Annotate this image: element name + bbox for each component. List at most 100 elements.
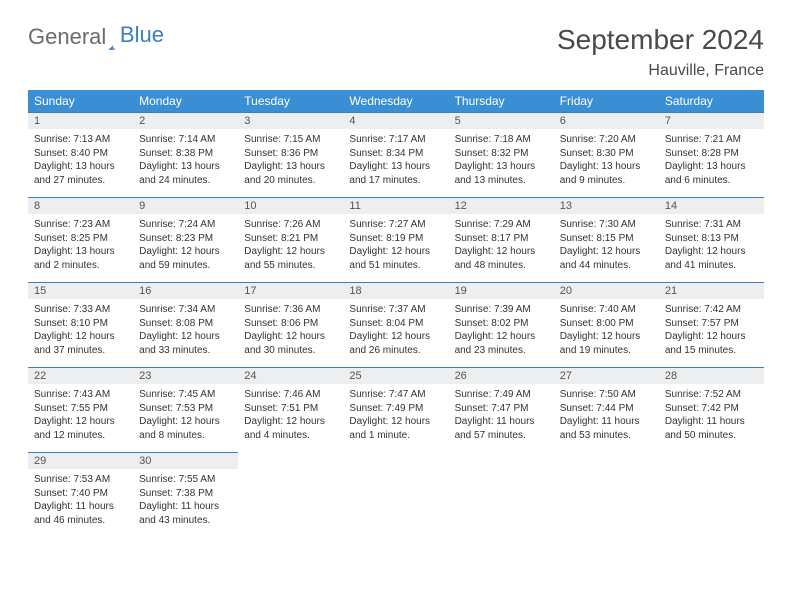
day-number-row: 15161718192021	[28, 283, 764, 300]
sunrise-text: Sunrise: 7:29 AM	[455, 218, 548, 232]
daylight-text: Daylight: 12 hours and 48 minutes.	[455, 245, 548, 272]
daylight-text: Daylight: 12 hours and 59 minutes.	[139, 245, 232, 272]
sunset-text: Sunset: 7:44 PM	[560, 402, 653, 416]
day-detail-row: Sunrise: 7:23 AMSunset: 8:25 PMDaylight:…	[28, 214, 764, 283]
day-number: 19	[449, 283, 554, 300]
brand-part2: Blue	[120, 22, 176, 48]
sunset-text: Sunset: 7:53 PM	[139, 402, 232, 416]
day-number: 14	[659, 198, 764, 215]
day-number: 7	[659, 113, 764, 130]
daylight-text: Daylight: 12 hours and 44 minutes.	[560, 245, 653, 272]
daylight-text: Daylight: 12 hours and 37 minutes.	[34, 330, 127, 357]
empty-cell	[449, 469, 554, 537]
day-number: 9	[133, 198, 238, 215]
sunrise-text: Sunrise: 7:13 AM	[34, 133, 127, 147]
day-detail: Sunrise: 7:45 AMSunset: 7:53 PMDaylight:…	[133, 384, 238, 453]
sunrise-text: Sunrise: 7:26 AM	[244, 218, 337, 232]
daylight-text: Daylight: 13 hours and 6 minutes.	[665, 160, 758, 187]
sunset-text: Sunset: 8:15 PM	[560, 232, 653, 246]
sunrise-text: Sunrise: 7:30 AM	[560, 218, 653, 232]
sunrise-text: Sunrise: 7:27 AM	[349, 218, 442, 232]
daylight-text: Daylight: 12 hours and 15 minutes.	[665, 330, 758, 357]
sunset-text: Sunset: 8:36 PM	[244, 147, 337, 161]
sunset-text: Sunset: 8:08 PM	[139, 317, 232, 331]
sunrise-text: Sunrise: 7:52 AM	[665, 388, 758, 402]
daylight-text: Daylight: 12 hours and 12 minutes.	[34, 415, 127, 442]
daylight-text: Daylight: 11 hours and 43 minutes.	[139, 500, 232, 527]
day-detail: Sunrise: 7:31 AMSunset: 8:13 PMDaylight:…	[659, 214, 764, 283]
sunrise-text: Sunrise: 7:46 AM	[244, 388, 337, 402]
daylight-text: Daylight: 12 hours and 1 minute.	[349, 415, 442, 442]
daylight-text: Daylight: 13 hours and 27 minutes.	[34, 160, 127, 187]
sunset-text: Sunset: 8:40 PM	[34, 147, 127, 161]
day-number: 5	[449, 113, 554, 130]
sunrise-text: Sunrise: 7:31 AM	[665, 218, 758, 232]
day-number-row: 891011121314	[28, 198, 764, 215]
sunrise-text: Sunrise: 7:55 AM	[139, 473, 232, 487]
sunrise-text: Sunrise: 7:43 AM	[34, 388, 127, 402]
header: General Blue September 2024 Hauville, Fr…	[28, 24, 764, 80]
sunset-text: Sunset: 8:19 PM	[349, 232, 442, 246]
calendar-table: Sunday Monday Tuesday Wednesday Thursday…	[28, 90, 764, 537]
daylight-text: Daylight: 13 hours and 17 minutes.	[349, 160, 442, 187]
sunset-text: Sunset: 8:02 PM	[455, 317, 548, 331]
empty-cell	[238, 469, 343, 537]
sunset-text: Sunset: 8:10 PM	[34, 317, 127, 331]
sunrise-text: Sunrise: 7:33 AM	[34, 303, 127, 317]
day-detail: Sunrise: 7:23 AMSunset: 8:25 PMDaylight:…	[28, 214, 133, 283]
brand-part1: General	[28, 24, 106, 50]
sunrise-text: Sunrise: 7:53 AM	[34, 473, 127, 487]
day-detail: Sunrise: 7:36 AMSunset: 8:06 PMDaylight:…	[238, 299, 343, 368]
empty-cell	[343, 469, 448, 537]
location: Hauville, France	[557, 62, 764, 80]
day-detail: Sunrise: 7:39 AMSunset: 8:02 PMDaylight:…	[449, 299, 554, 368]
sunset-text: Sunset: 8:38 PM	[139, 147, 232, 161]
day-detail: Sunrise: 7:18 AMSunset: 8:32 PMDaylight:…	[449, 129, 554, 198]
day-detail: Sunrise: 7:27 AMSunset: 8:19 PMDaylight:…	[343, 214, 448, 283]
sunrise-text: Sunrise: 7:23 AM	[34, 218, 127, 232]
daylight-text: Daylight: 13 hours and 24 minutes.	[139, 160, 232, 187]
day-number: 30	[133, 453, 238, 470]
weekday-header: Thursday	[449, 90, 554, 113]
sunset-text: Sunset: 8:23 PM	[139, 232, 232, 246]
sunset-text: Sunset: 7:42 PM	[665, 402, 758, 416]
month-title: September 2024	[557, 24, 764, 56]
sunset-text: Sunset: 8:21 PM	[244, 232, 337, 246]
sunrise-text: Sunrise: 7:21 AM	[665, 133, 758, 147]
sunset-text: Sunset: 8:30 PM	[560, 147, 653, 161]
sunset-text: Sunset: 8:34 PM	[349, 147, 442, 161]
daylight-text: Daylight: 12 hours and 41 minutes.	[665, 245, 758, 272]
day-number: 8	[28, 198, 133, 215]
day-detail: Sunrise: 7:24 AMSunset: 8:23 PMDaylight:…	[133, 214, 238, 283]
weekday-header: Sunday	[28, 90, 133, 113]
daylight-text: Daylight: 11 hours and 57 minutes.	[455, 415, 548, 442]
sunset-text: Sunset: 8:13 PM	[665, 232, 758, 246]
day-detail: Sunrise: 7:43 AMSunset: 7:55 PMDaylight:…	[28, 384, 133, 453]
day-number: 2	[133, 113, 238, 130]
day-detail: Sunrise: 7:49 AMSunset: 7:47 PMDaylight:…	[449, 384, 554, 453]
weekday-header: Wednesday	[343, 90, 448, 113]
day-detail: Sunrise: 7:26 AMSunset: 8:21 PMDaylight:…	[238, 214, 343, 283]
sunrise-text: Sunrise: 7:40 AM	[560, 303, 653, 317]
day-detail: Sunrise: 7:33 AMSunset: 8:10 PMDaylight:…	[28, 299, 133, 368]
day-detail: Sunrise: 7:21 AMSunset: 8:28 PMDaylight:…	[659, 129, 764, 198]
weekday-header: Tuesday	[238, 90, 343, 113]
day-detail-row: Sunrise: 7:43 AMSunset: 7:55 PMDaylight:…	[28, 384, 764, 453]
weekday-header-row: Sunday Monday Tuesday Wednesday Thursday…	[28, 90, 764, 113]
empty-cell	[659, 469, 764, 537]
day-number: 21	[659, 283, 764, 300]
day-detail: Sunrise: 7:55 AMSunset: 7:38 PMDaylight:…	[133, 469, 238, 537]
day-number: 13	[554, 198, 659, 215]
day-detail: Sunrise: 7:13 AMSunset: 8:40 PMDaylight:…	[28, 129, 133, 198]
sunrise-text: Sunrise: 7:42 AM	[665, 303, 758, 317]
sunset-text: Sunset: 8:32 PM	[455, 147, 548, 161]
brand-logo: General Blue	[28, 24, 176, 50]
day-number: 28	[659, 368, 764, 385]
sunset-text: Sunset: 7:47 PM	[455, 402, 548, 416]
day-detail: Sunrise: 7:14 AMSunset: 8:38 PMDaylight:…	[133, 129, 238, 198]
empty-cell	[343, 453, 448, 470]
empty-cell	[449, 453, 554, 470]
daylight-text: Daylight: 11 hours and 46 minutes.	[34, 500, 127, 527]
daylight-text: Daylight: 11 hours and 53 minutes.	[560, 415, 653, 442]
page: General Blue September 2024 Hauville, Fr…	[0, 0, 792, 561]
